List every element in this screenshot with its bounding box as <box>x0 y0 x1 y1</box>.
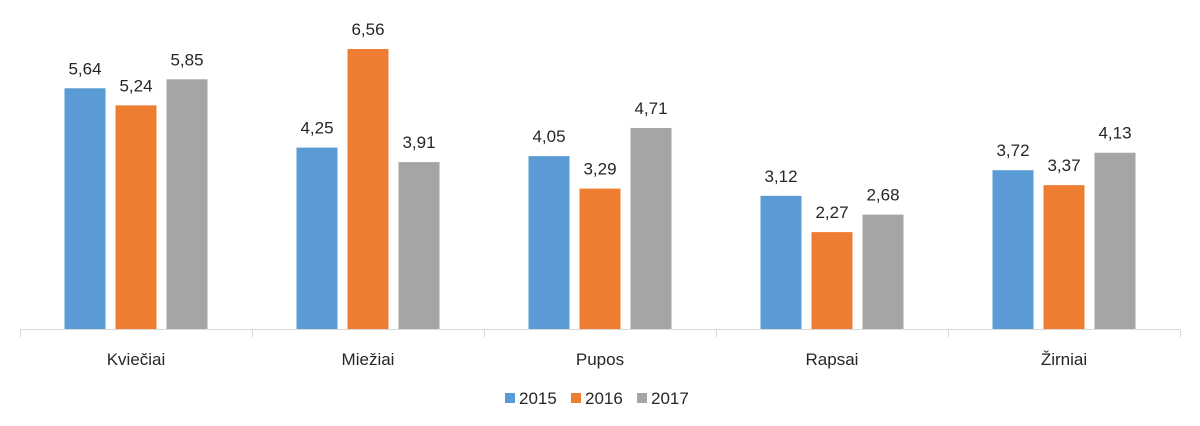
legend-swatch-2016 <box>571 393 581 403</box>
bar-2016-1 <box>115 105 157 329</box>
bar-2015-5 <box>992 170 1034 329</box>
bar-2015-2 <box>296 147 338 329</box>
data-label: 3,12 <box>764 167 797 186</box>
bar-2017-5 <box>1094 152 1136 329</box>
data-label: 6,56 <box>351 20 384 39</box>
data-label: 4,71 <box>634 99 667 118</box>
bar-2017-4 <box>862 214 904 329</box>
category-labels: Kviečiai Miežiai Pupos Rapsai Žirniai <box>107 350 1087 369</box>
bar-2016-2 <box>347 49 389 329</box>
legend-label-2015: 2015 <box>519 389 557 408</box>
category-label: Žirniai <box>1041 350 1087 369</box>
bar-2016-4 <box>811 232 853 329</box>
legend-label-2017: 2017 <box>651 389 689 408</box>
bar-2017-3 <box>630 127 672 330</box>
legend: 2015 2016 2017 <box>505 389 689 408</box>
data-label: 2,68 <box>866 186 899 205</box>
category-label: Miežiai <box>342 350 395 369</box>
data-label: 3,91 <box>402 133 435 152</box>
data-label: 2,27 <box>815 203 848 222</box>
bar-2015-3 <box>528 156 570 329</box>
data-labels: 5,64 5,24 5,85 4,25 6,56 3,91 4,05 3,29 4,71 3,12… <box>68 20 1131 222</box>
legend-swatch-2017 <box>637 393 647 403</box>
data-label: 3,72 <box>996 141 1029 160</box>
category-label: Pupos <box>576 350 624 369</box>
data-label: 5,85 <box>170 50 203 69</box>
legend-swatch-2015 <box>505 393 515 403</box>
bar-2015-4 <box>760 195 802 329</box>
data-label: 4,13 <box>1098 124 1131 143</box>
data-label: 3,29 <box>583 160 616 179</box>
data-label: 5,24 <box>119 76 152 95</box>
data-label: 4,05 <box>532 127 565 146</box>
data-label: 4,25 <box>300 119 333 138</box>
bar-2016-5 <box>1043 185 1085 329</box>
legend-label-2016: 2016 <box>585 389 623 408</box>
bar-2016-3 <box>579 188 621 329</box>
bar-2017-2 <box>398 162 440 329</box>
bars <box>64 49 1136 330</box>
data-label: 5,64 <box>68 59 101 78</box>
category-label: Kviečiai <box>107 350 166 369</box>
data-label: 3,37 <box>1047 156 1080 175</box>
x-axis <box>20 329 1181 337</box>
bar-2017-1 <box>166 79 208 330</box>
category-label: Rapsai <box>806 350 859 369</box>
bar-2015-1 <box>64 88 106 329</box>
